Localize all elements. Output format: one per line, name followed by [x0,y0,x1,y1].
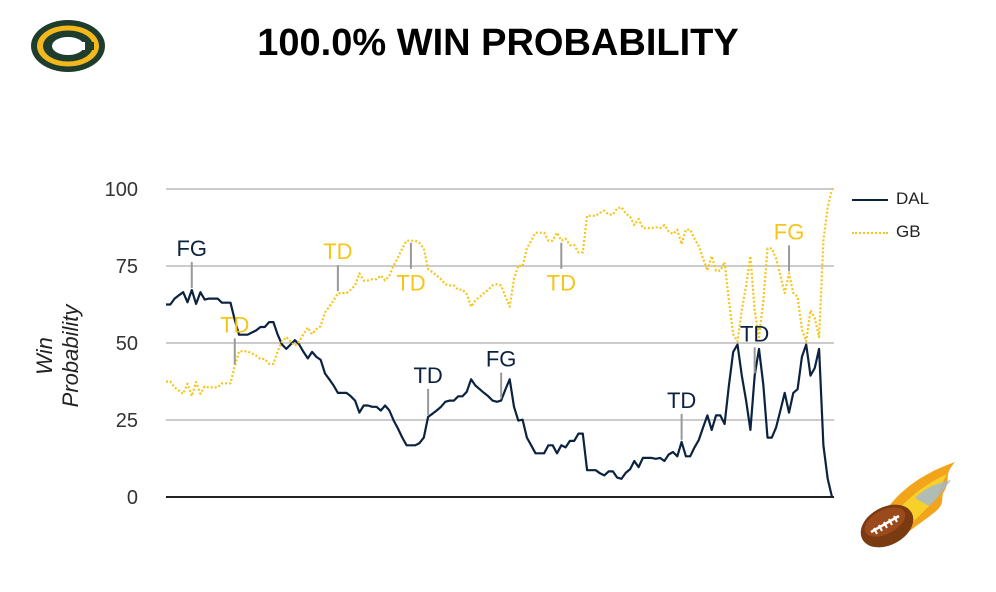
annotation-label-td: TD [667,388,696,413]
legend-gb: GB [852,222,921,242]
annotation-label-fg: FG [860,0,891,5]
green-bay-g-logo-icon [31,20,105,72]
series-gb-line [166,188,834,398]
annotation-label-fg: FG [774,219,805,244]
annotation-label-fg: FG [486,347,517,372]
annotation-label-td: TD [323,239,352,264]
annotation-label-td: TD [220,312,249,337]
annotation-label-td: TD [740,321,769,346]
legend-dal: DAL [852,189,929,209]
y-tick-label: 100 [105,179,138,201]
annotation-label-td: TD [547,271,576,296]
y-tick-label: 25 [116,410,138,432]
y-tick-label: 75 [116,256,138,278]
series-dal-line [166,288,834,498]
page-title: 100.0% WIN PROBABILITY [257,22,739,64]
annotation-label-td: TD [396,271,425,296]
legend-gb-swatch [852,231,888,234]
y-tick-label: 50 [116,333,138,355]
annotation-label-fg: FG [825,0,856,5]
legend-dal-swatch [852,198,888,201]
legend-gb-label: GB [896,222,921,241]
annotation-label-td: TD [413,363,442,388]
annotation-label-fg: FG [176,236,207,261]
legend-dal-label: DAL [896,189,930,208]
y-tick-label: 0 [127,487,138,509]
flaming-football-icon [860,462,955,548]
